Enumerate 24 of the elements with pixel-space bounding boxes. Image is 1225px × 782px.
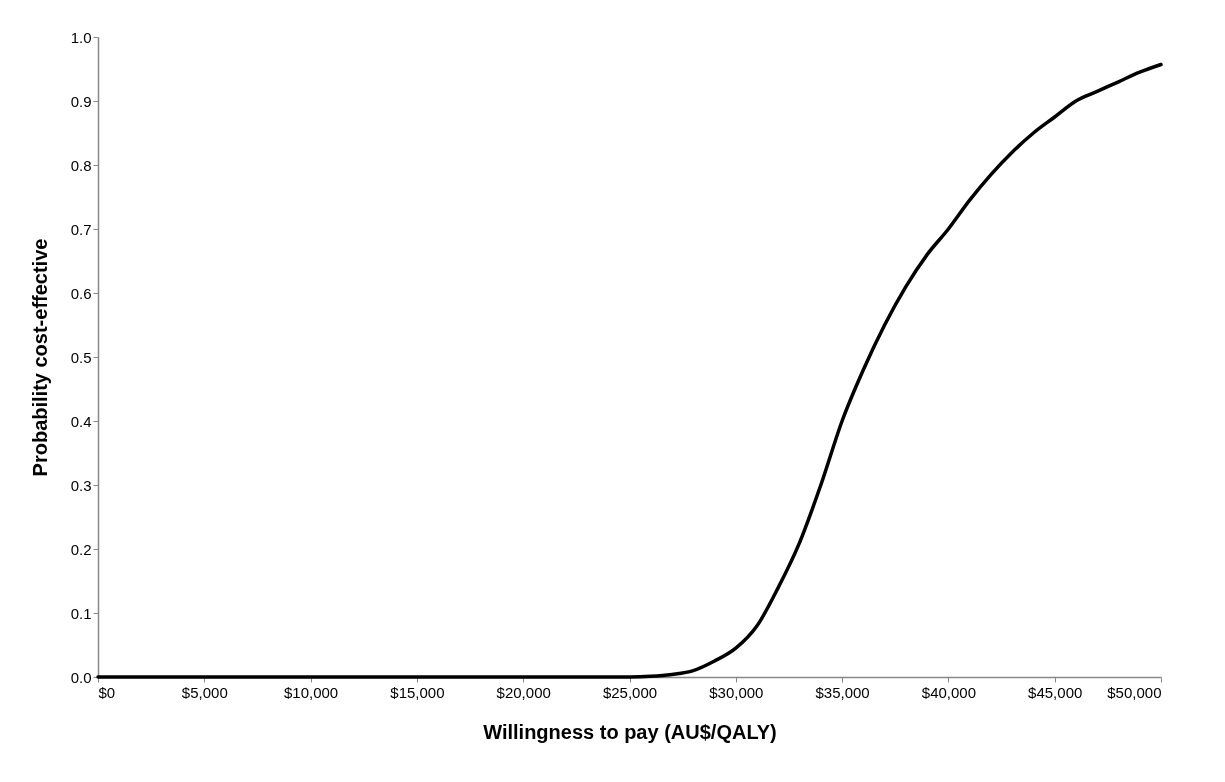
- x-tick-label: $10,000: [283, 683, 339, 701]
- x-tick-label: $30,000: [709, 683, 764, 701]
- x-axis-title: Willingness to pay (AU$/QALY): [483, 720, 777, 743]
- y-tick-label: 0.1: [70, 604, 92, 622]
- x-tick-label: $35,000: [815, 683, 870, 701]
- x-tick-label: $40,000: [921, 683, 977, 701]
- y-tick-label: 0.2: [70, 540, 92, 558]
- y-tick-label: 0.7: [70, 220, 92, 238]
- y-tick-label: 0.6: [70, 284, 92, 302]
- y-axis-title: Probability cost-effective: [28, 238, 51, 477]
- x-tick-label: $15,000: [390, 683, 445, 701]
- x-tick-label: $5,000: [181, 683, 228, 701]
- y-tick-label: 0.3: [70, 476, 92, 494]
- x-tick-label: $25,000: [602, 683, 658, 701]
- y-tick-label: 0.0: [70, 668, 92, 686]
- x-tick-label: $20,000: [496, 683, 551, 701]
- x-tick-label: $50,000: [1107, 683, 1162, 701]
- y-tick-label: 0.4: [70, 412, 92, 430]
- y-tick-label: 0.5: [70, 348, 92, 366]
- y-tick-label: 1.0: [70, 28, 92, 46]
- y-tick-label: 0.9: [70, 92, 92, 110]
- x-tick-label: $0: [98, 683, 116, 701]
- y-tick-label: 0.8: [70, 156, 92, 174]
- x-tick-label: $45,000: [1028, 683, 1083, 701]
